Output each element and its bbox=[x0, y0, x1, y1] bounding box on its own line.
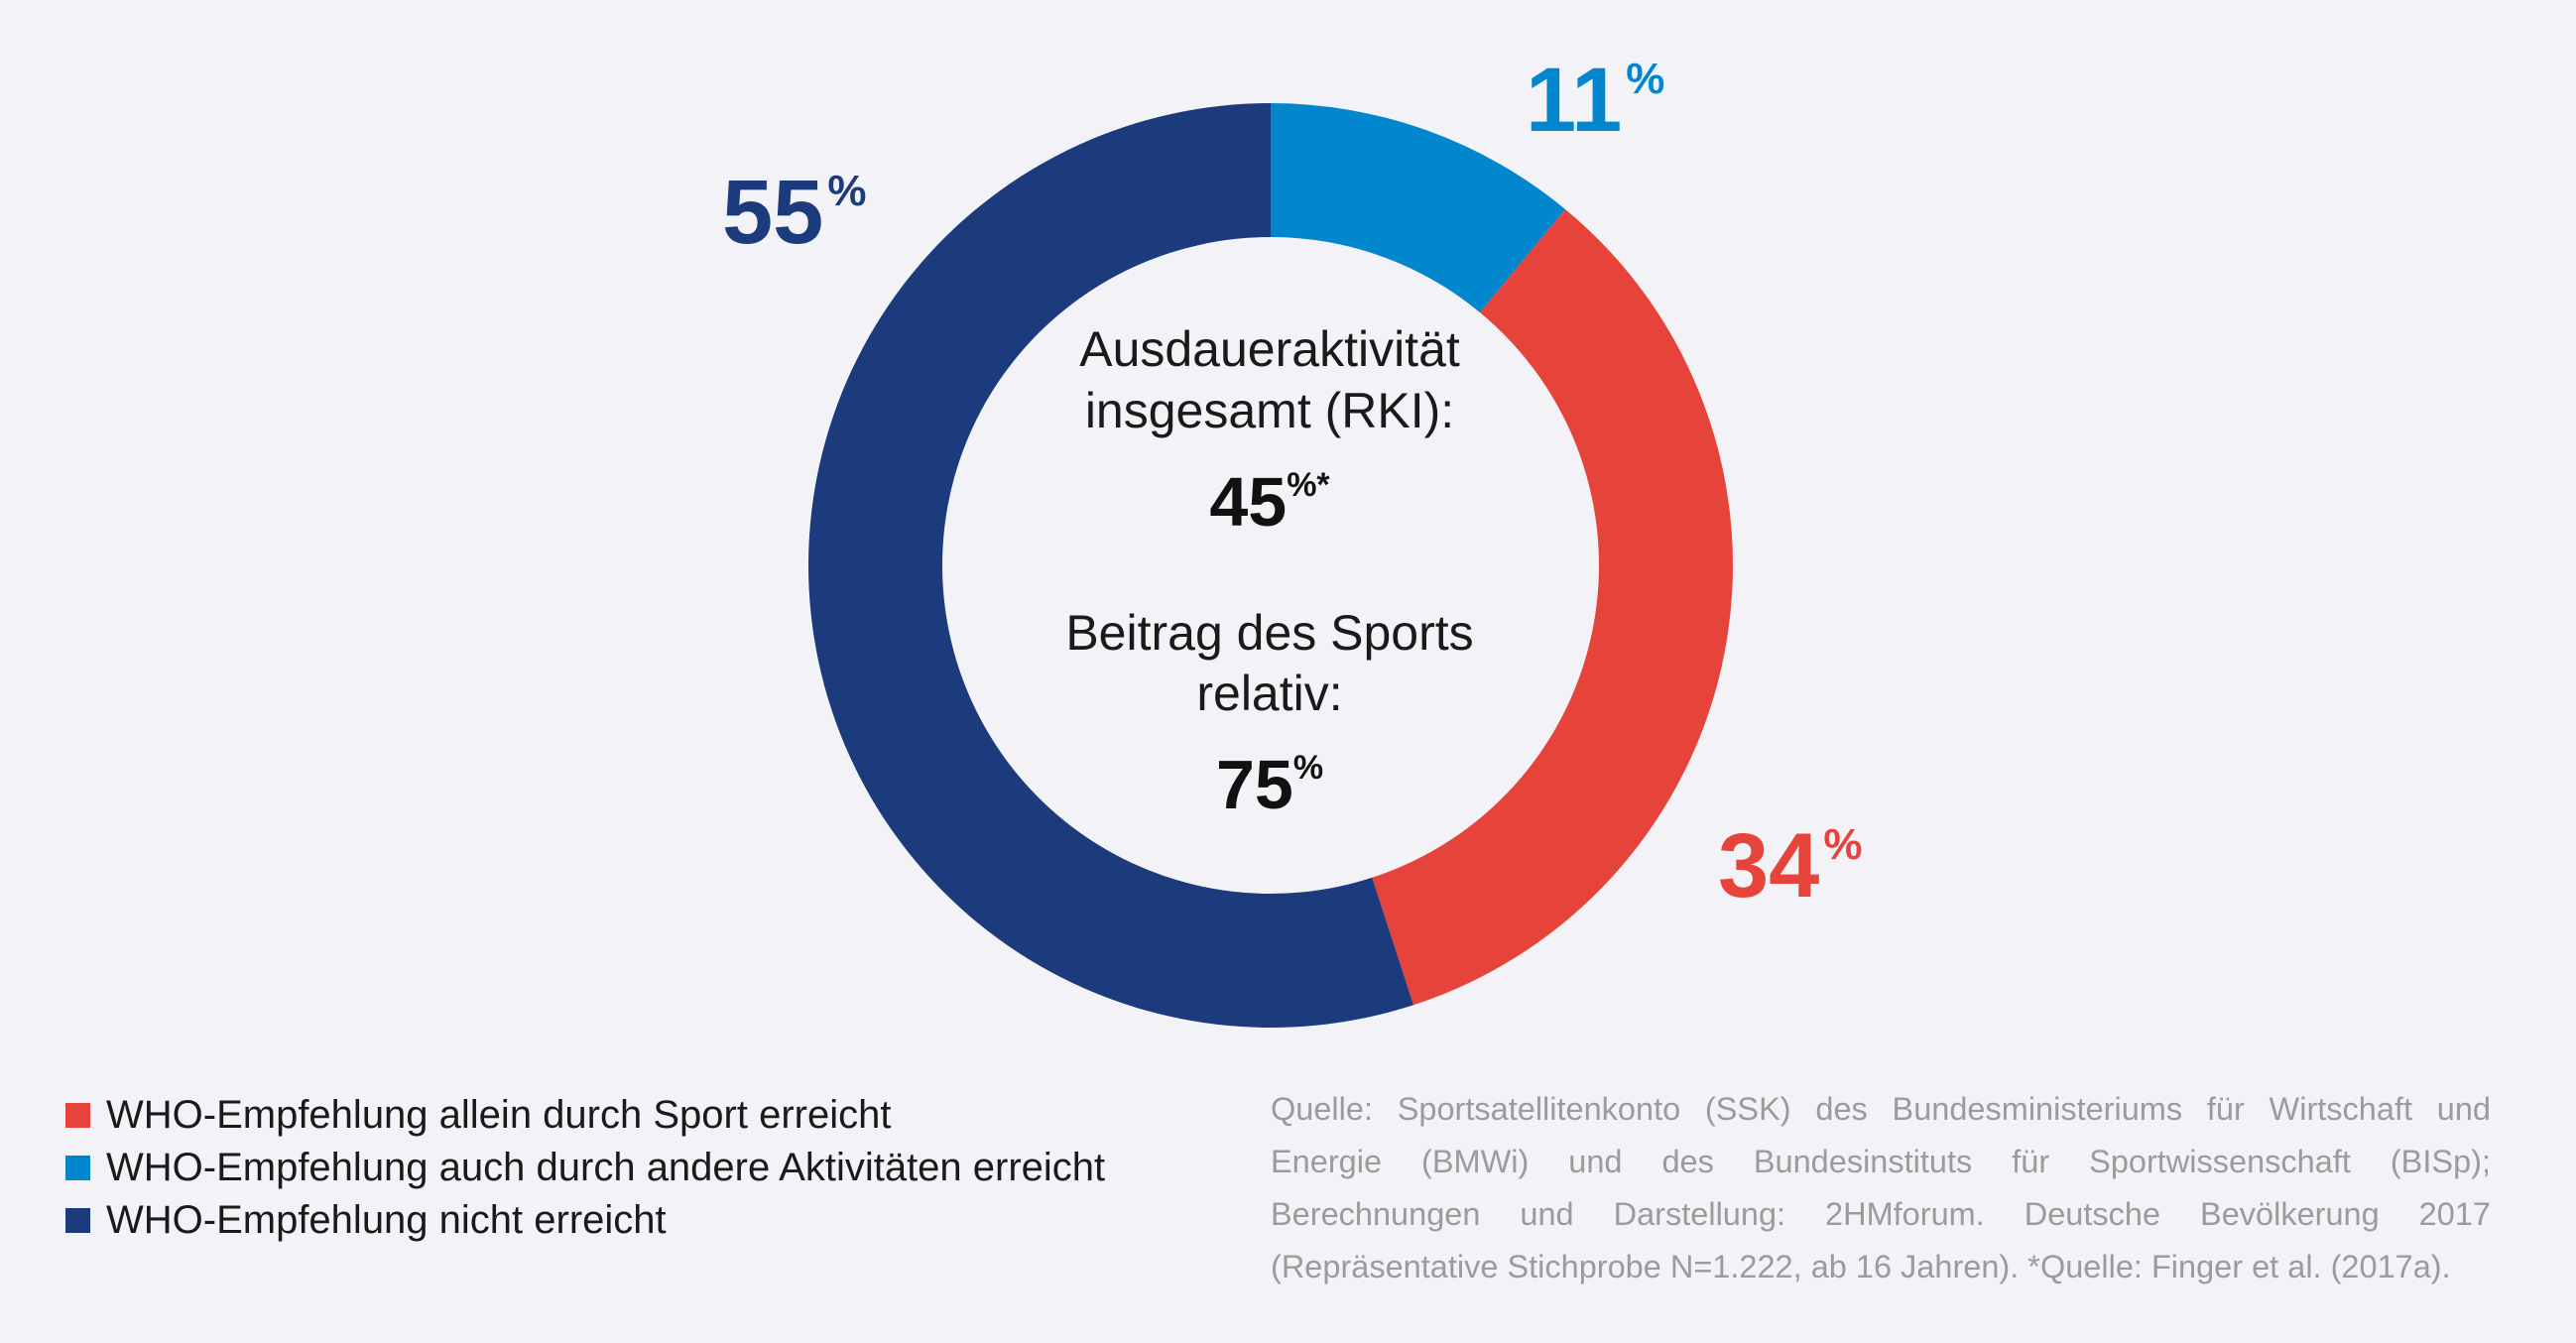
slice-percent-sign: % bbox=[1823, 820, 1862, 869]
center-summary: Ausdaueraktivität insgesamt (RKI): 45%* … bbox=[1065, 321, 1473, 823]
legend-label: WHO-Empfehlung auch durch andere Aktivit… bbox=[106, 1146, 1106, 1189]
center-value-total: 45%* bbox=[1209, 463, 1330, 541]
center-line1: Ausdaueraktivität bbox=[1079, 321, 1460, 377]
legend-swatch-dark-blue bbox=[65, 1208, 90, 1233]
center-value-sport: 75% bbox=[1216, 746, 1323, 823]
center-line2: insgesamt (RKI): bbox=[1085, 383, 1454, 438]
slice-percent-sign: % bbox=[1626, 55, 1664, 103]
legend-item-other-activities: WHO-Empfehlung auch durch andere Aktivit… bbox=[65, 1142, 1105, 1194]
center-value-sport-suffix: % bbox=[1293, 749, 1323, 787]
donut-slice bbox=[1271, 103, 1566, 312]
legend-item-not-reached: WHO-Empfehlung nicht erreicht bbox=[65, 1194, 1105, 1247]
slice-percent-number: 11 bbox=[1526, 50, 1622, 151]
slice-percent-label: 34% bbox=[1718, 815, 1862, 916]
donut-slices bbox=[808, 103, 1734, 1028]
slice-percent-number: 55 bbox=[722, 162, 823, 263]
source-note: Quelle: Sportsatellitenkonto (SSK) des B… bbox=[1271, 1091, 2491, 1284]
legend-swatch-light-blue bbox=[65, 1156, 90, 1180]
slice-labels: 11%34%55% bbox=[722, 50, 1862, 916]
donut-slice bbox=[1372, 208, 1734, 1006]
slice-percent-label: 11% bbox=[1526, 50, 1664, 151]
center-line3: Beitrag des Sports bbox=[1065, 605, 1473, 661]
center-line4: relativ: bbox=[1196, 666, 1342, 721]
donut-slice bbox=[808, 103, 1414, 1028]
legend-label: WHO-Empfehlung nicht erreicht bbox=[106, 1198, 667, 1242]
center-value-total-suffix: %* bbox=[1287, 466, 1330, 504]
legend: WHO-Empfehlung allein durch Sport erreic… bbox=[65, 1089, 1105, 1247]
slice-percent-sign: % bbox=[827, 167, 866, 215]
legend-swatch-red bbox=[65, 1103, 90, 1128]
slice-percent-label: 55% bbox=[722, 162, 866, 263]
legend-item-sport-only: WHO-Empfehlung allein durch Sport erreic… bbox=[65, 1089, 1105, 1142]
legend-label: WHO-Empfehlung allein durch Sport erreic… bbox=[106, 1093, 892, 1137]
slice-percent-number: 34 bbox=[1718, 815, 1819, 916]
center-value-total-number: 45 bbox=[1209, 463, 1287, 541]
center-value-sport-number: 75 bbox=[1216, 746, 1293, 823]
